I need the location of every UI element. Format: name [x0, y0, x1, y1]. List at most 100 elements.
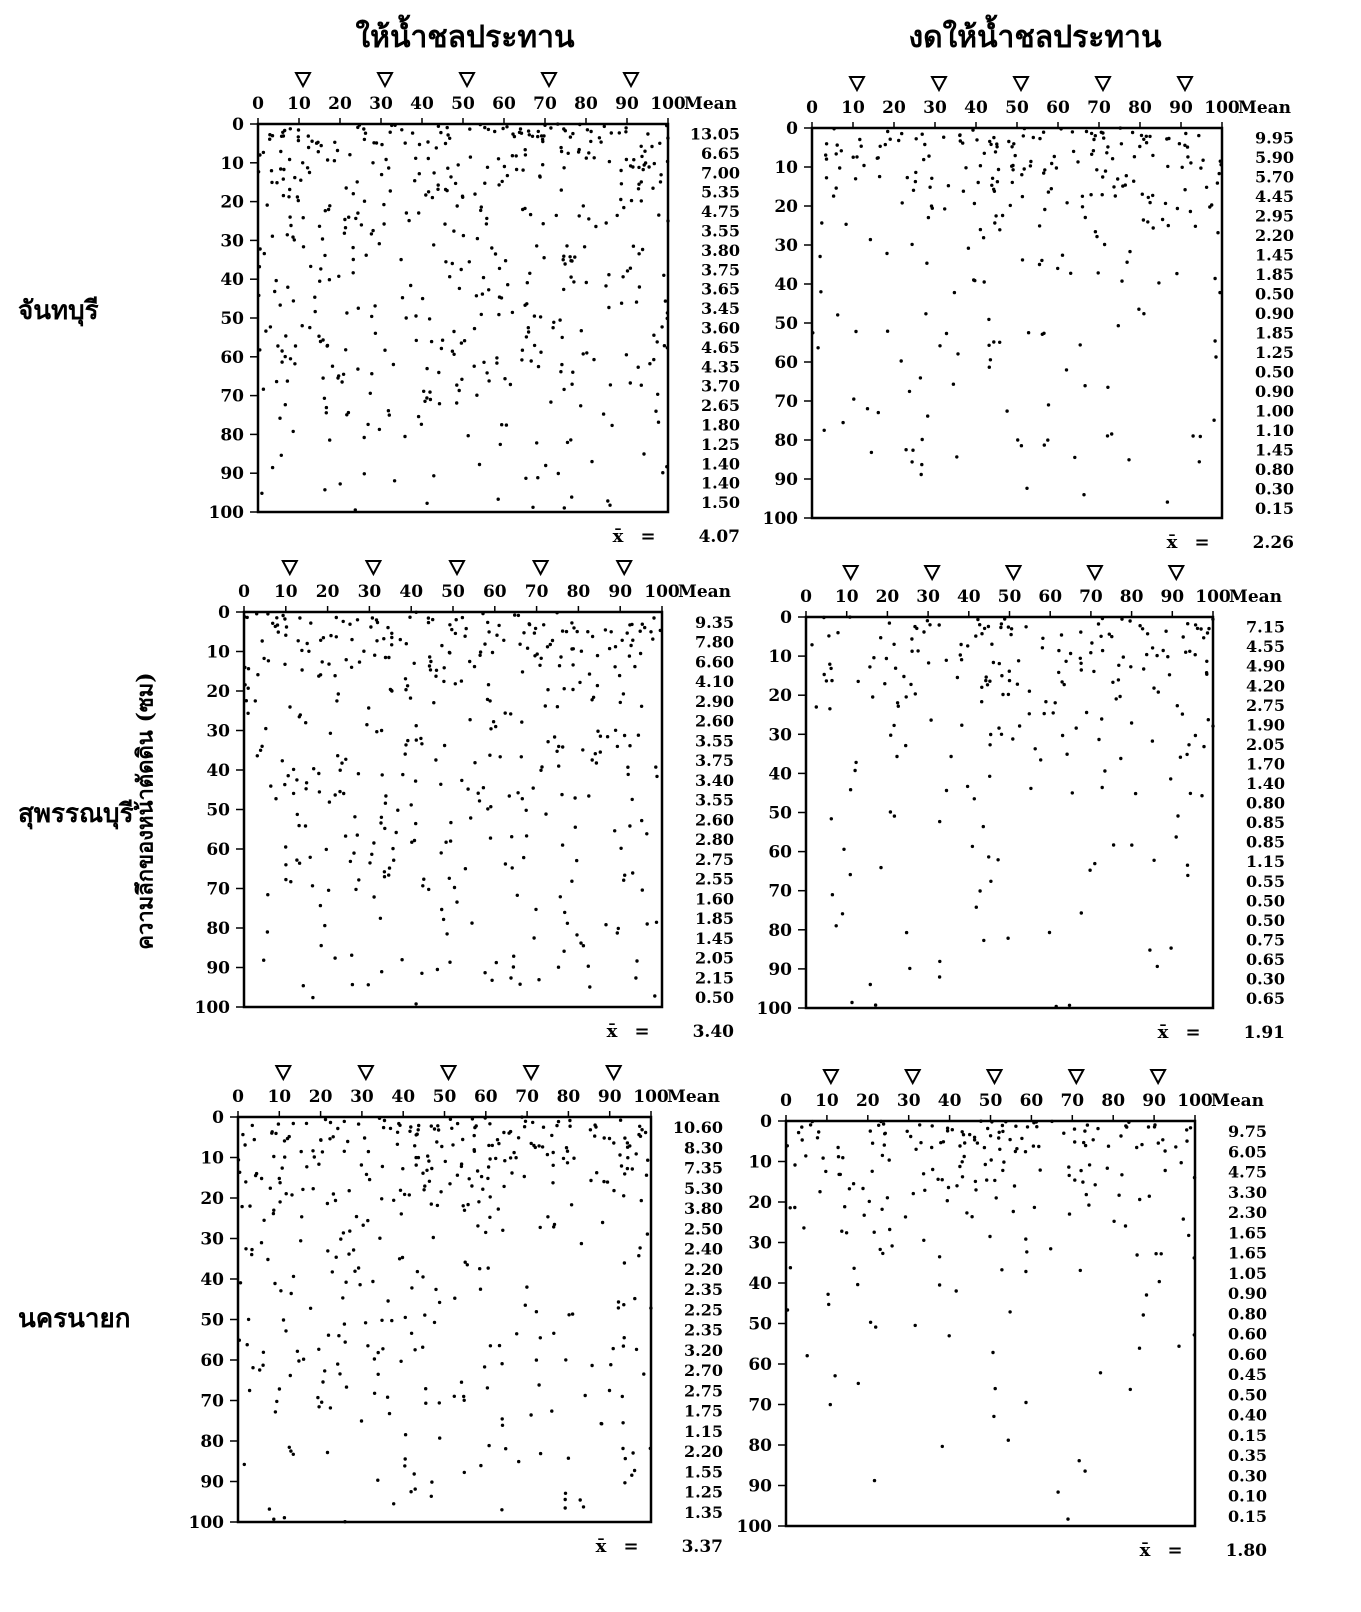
panel-2-root-point: [1151, 226, 1155, 230]
panel-1-root-point: [504, 423, 509, 427]
panel-4-root-point: [928, 623, 932, 627]
panel-3-root-point: [575, 629, 579, 634]
panel-1-root-point: [372, 141, 376, 145]
panel-2-root-point: [858, 137, 862, 142]
panel-5-mean-value: 2.20: [684, 1442, 723, 1461]
panel-1-root-point: [570, 495, 574, 499]
panel-5-root-point: [487, 1143, 491, 1148]
panel-5-root-point: [333, 1198, 338, 1203]
panel-3-root-point: [344, 757, 348, 761]
panel-5-root-point: [276, 1122, 281, 1126]
panel-3-root-point: [246, 711, 250, 715]
panel-1-root-point: [560, 335, 564, 340]
panel-5-mean-value: 1.25: [684, 1483, 723, 1502]
panel-3-root-point: [497, 623, 501, 628]
panel-6-root-point: [963, 1141, 967, 1145]
panel-1-root-point: [374, 141, 379, 145]
panel-6-x-tick-label: 20: [856, 1091, 880, 1111]
panel-1-y-tick-label: 20: [220, 193, 244, 213]
panel-6-x-tick-label: 60: [1020, 1091, 1044, 1111]
panel-3-root-point: [387, 866, 392, 870]
panel-1-root-point: [562, 506, 566, 510]
panel-1-root-point: [496, 157, 501, 161]
panel-6-root-point: [1128, 1387, 1133, 1392]
panel-6-root-point: [1117, 1193, 1121, 1197]
panel-5-root-point: [325, 1450, 330, 1455]
panel-1-root-point: [514, 167, 519, 172]
panel-1-root-point: [500, 179, 504, 184]
panel-2-root-point: [1180, 165, 1184, 169]
panel-5-root-point: [347, 1189, 351, 1193]
panel-6-root-point: [940, 1178, 944, 1182]
panel-6-root-point: [1004, 1120, 1008, 1124]
panel-1-y-tick-label: 70: [220, 387, 244, 407]
panel-1-mean-value: 4.35: [701, 357, 740, 376]
panel-1-root-point: [517, 130, 522, 135]
panel-1-overall-mean: 4.07: [699, 527, 740, 547]
panel-3-root-point: [494, 724, 498, 729]
panel-2-root-point: [930, 206, 934, 210]
panel-1-root-point: [565, 244, 569, 248]
panel-3-root-point: [382, 637, 386, 641]
panel-2-root-point: [1146, 195, 1151, 200]
panel-3-root-point: [427, 664, 432, 668]
panel-3-root-point: [445, 932, 449, 936]
panel-5-root-point: [409, 1125, 413, 1129]
panel-2-root-point: [1028, 164, 1033, 168]
panel-4-root-point: [1129, 665, 1133, 669]
panel-5-root-point: [267, 1507, 272, 1511]
panel-4-root-point: [892, 642, 896, 646]
panel-4-root-point: [972, 797, 976, 801]
panel-5-root-point: [502, 1184, 506, 1189]
panel-6-mean-value: 0.60: [1228, 1345, 1267, 1364]
panel-4-root-point: [1193, 733, 1198, 738]
panel-1-root-point: [362, 435, 366, 440]
panel-6-y-tick-label: 50: [748, 1315, 772, 1335]
panel-2-root-point: [1056, 266, 1060, 271]
panel-2-x-tick-label: 40: [964, 98, 988, 118]
panel-2-root-point: [862, 163, 866, 168]
panel-1-root-point: [480, 292, 485, 296]
panel-1-root-point: [313, 309, 317, 314]
panel-5-root-point: [277, 1387, 282, 1391]
panel-2-root-point: [1144, 141, 1149, 145]
panel-6-root-point: [940, 1444, 944, 1449]
panel-4-plot-frame: [804, 615, 1215, 1010]
panel-5-x-tick-label: 100: [633, 1087, 669, 1107]
panel-3-root-point: [305, 641, 309, 646]
panel-1-root-point: [275, 181, 279, 185]
panel-2-root-point: [1186, 155, 1190, 159]
panel-5-root-point: [589, 1178, 593, 1183]
panel-4-y-tick-label: 0: [780, 608, 792, 628]
panel-1-equals-symbol: =: [640, 526, 655, 547]
panel-4-root-point: [829, 817, 833, 821]
panel-5-root-point: [392, 1502, 396, 1506]
panel-2-y-tick-label: 10: [774, 158, 798, 178]
panel-2-triangle-marker: [1012, 76, 1030, 93]
panel-6-triangle-marker: [822, 1069, 840, 1086]
panel-1-root-point: [490, 246, 494, 250]
panel-3-root-point: [651, 637, 655, 641]
panel-5-root-point: [248, 1204, 252, 1208]
panel-1-root-point: [288, 357, 293, 361]
panel-1-triangle-marker: [376, 72, 394, 89]
panel-5-root-point: [250, 1123, 254, 1128]
panel-4-mean-header: Mean: [1229, 587, 1282, 607]
panel-1-root-point: [526, 129, 531, 133]
panel-4-xbar-symbol: x̄: [1158, 1022, 1169, 1043]
panel-1-root-point: [637, 165, 641, 170]
panel-3-root-point: [636, 733, 641, 737]
panel-5-x-tick-label: 70: [515, 1087, 539, 1107]
panel-3-root-point: [573, 825, 577, 829]
panel-3-x-tick-label: 90: [608, 582, 632, 602]
panel-1-mean-value: 3.65: [701, 280, 740, 299]
panel-2-root-point: [925, 261, 929, 265]
panel-1-root-point: [602, 124, 606, 129]
panel-3-root-point: [520, 720, 524, 724]
panel-1-root-point: [284, 334, 288, 338]
panel-2-root-point: [926, 414, 930, 418]
panel-2-root-point: [888, 137, 892, 141]
panel-3-root-point: [532, 631, 537, 635]
panel-3-root-point: [379, 728, 384, 733]
panel-3-root-point: [631, 638, 635, 642]
